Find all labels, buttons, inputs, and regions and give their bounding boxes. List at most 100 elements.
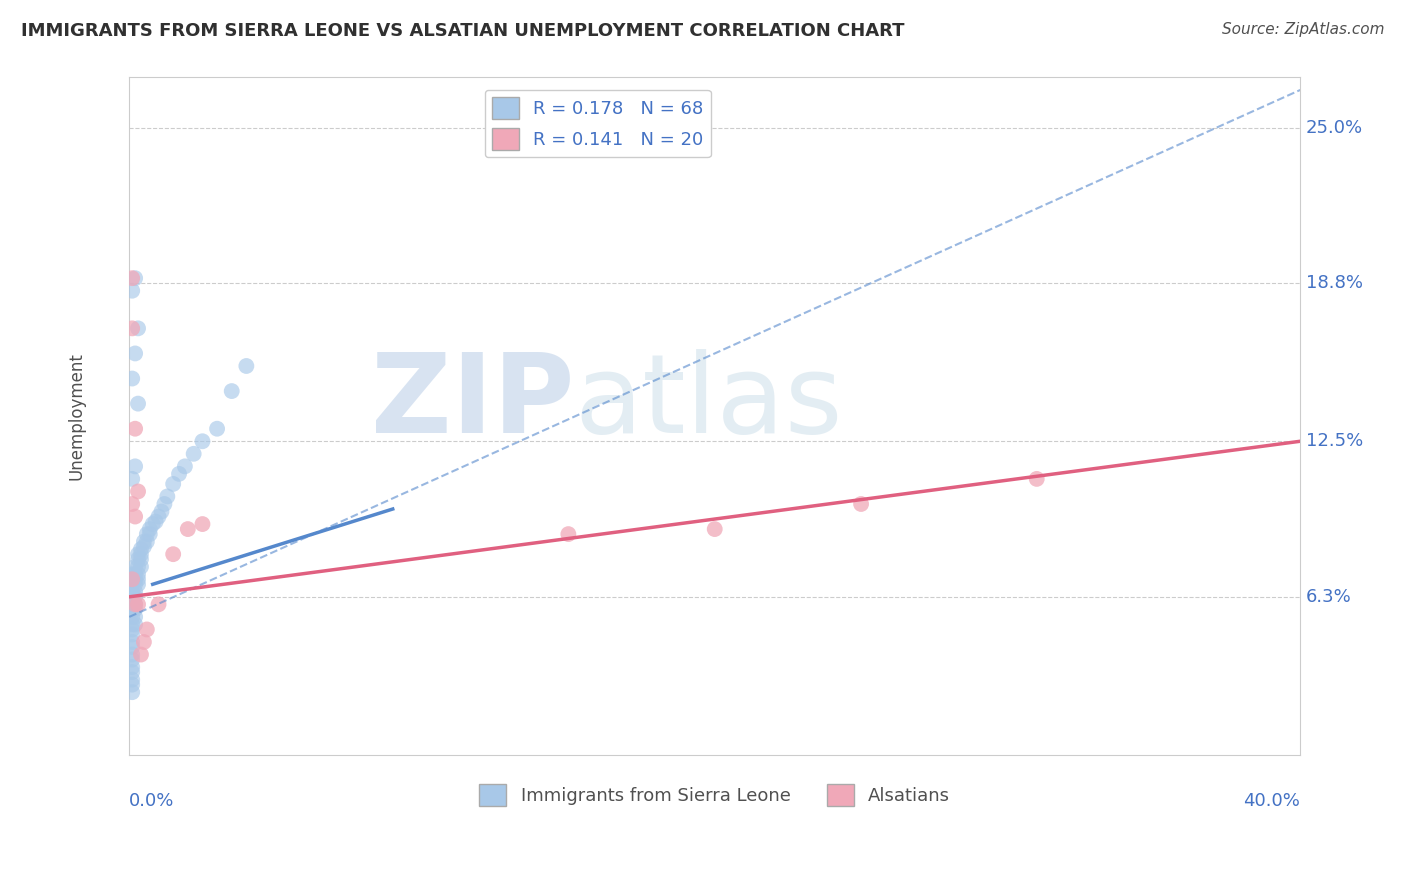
Point <box>121 584 143 599</box>
Point <box>132 540 155 554</box>
Text: Source: ZipAtlas.com: Source: ZipAtlas.com <box>1222 22 1385 37</box>
Point <box>1025 472 1047 486</box>
Point <box>121 271 143 285</box>
Point <box>124 346 146 360</box>
Point <box>162 477 184 491</box>
Point <box>174 459 197 474</box>
Point <box>124 567 146 582</box>
Point <box>121 321 143 335</box>
Text: 0.0%: 0.0% <box>129 792 174 810</box>
Point <box>127 484 149 499</box>
Point <box>703 522 725 536</box>
Point <box>121 572 143 586</box>
Point <box>121 652 143 666</box>
Point <box>139 522 162 536</box>
Point <box>121 660 143 674</box>
Point <box>156 490 179 504</box>
Point <box>121 623 143 637</box>
Point <box>121 497 143 511</box>
Point <box>145 515 167 529</box>
Point <box>124 584 146 599</box>
Point <box>132 635 155 649</box>
Point <box>121 598 143 612</box>
Point <box>191 517 214 532</box>
Point <box>127 321 149 335</box>
Point <box>124 590 146 604</box>
Point <box>127 598 149 612</box>
Point <box>148 598 170 612</box>
Point <box>121 572 143 586</box>
Point <box>183 447 205 461</box>
Point <box>127 396 149 410</box>
Point <box>121 602 143 616</box>
Point <box>132 534 155 549</box>
Point <box>121 371 143 385</box>
Point <box>121 665 143 679</box>
Point <box>124 598 146 612</box>
Point <box>142 517 165 532</box>
Point <box>121 577 143 591</box>
Point <box>121 284 143 298</box>
Point <box>124 577 146 591</box>
Point <box>129 542 152 557</box>
Text: 40.0%: 40.0% <box>1243 792 1301 810</box>
Point <box>129 552 152 566</box>
Point <box>121 472 143 486</box>
Point <box>557 527 579 541</box>
Point <box>121 685 143 699</box>
Point <box>221 384 243 398</box>
Point <box>124 598 146 612</box>
Point <box>177 522 200 536</box>
Point <box>124 572 146 586</box>
Point <box>121 610 143 624</box>
Point <box>849 497 872 511</box>
Text: IMMIGRANTS FROM SIERRA LEONE VS ALSATIAN UNEMPLOYMENT CORRELATION CHART: IMMIGRANTS FROM SIERRA LEONE VS ALSATIAN… <box>21 22 904 40</box>
Text: 18.8%: 18.8% <box>1306 274 1362 293</box>
Point <box>127 567 149 582</box>
Point <box>135 527 157 541</box>
Point <box>121 590 143 604</box>
Text: atlas: atlas <box>574 349 842 456</box>
Point <box>121 617 143 632</box>
Point <box>121 678 143 692</box>
Point <box>205 422 228 436</box>
Legend: Immigrants from Sierra Leone, Alsatians: Immigrants from Sierra Leone, Alsatians <box>472 777 957 814</box>
Point <box>150 504 173 518</box>
Point <box>127 547 149 561</box>
Point <box>124 271 146 285</box>
Point <box>124 509 146 524</box>
Point <box>127 577 149 591</box>
Point <box>148 509 170 524</box>
Point <box>135 623 157 637</box>
Point <box>191 434 214 449</box>
Point <box>135 534 157 549</box>
Point <box>129 547 152 561</box>
Point <box>129 648 152 662</box>
Text: Unemployment: Unemployment <box>67 352 86 480</box>
Text: 12.5%: 12.5% <box>1306 433 1364 450</box>
Point <box>127 572 149 586</box>
Point <box>167 467 190 481</box>
Point <box>121 648 143 662</box>
Point <box>124 559 146 574</box>
Text: 6.3%: 6.3% <box>1306 588 1351 606</box>
Point <box>124 602 146 616</box>
Point <box>162 547 184 561</box>
Point <box>121 635 143 649</box>
Point <box>139 527 162 541</box>
Point <box>124 610 146 624</box>
Point <box>235 359 257 373</box>
Point <box>121 567 143 582</box>
Point <box>129 559 152 574</box>
Text: ZIP: ZIP <box>371 349 574 456</box>
Point <box>124 459 146 474</box>
Text: 25.0%: 25.0% <box>1306 119 1364 136</box>
Point <box>121 640 143 654</box>
Point <box>127 552 149 566</box>
Point <box>153 497 176 511</box>
Point <box>121 627 143 641</box>
Point <box>121 673 143 687</box>
Point <box>124 422 146 436</box>
Point <box>127 559 149 574</box>
Point <box>124 617 146 632</box>
